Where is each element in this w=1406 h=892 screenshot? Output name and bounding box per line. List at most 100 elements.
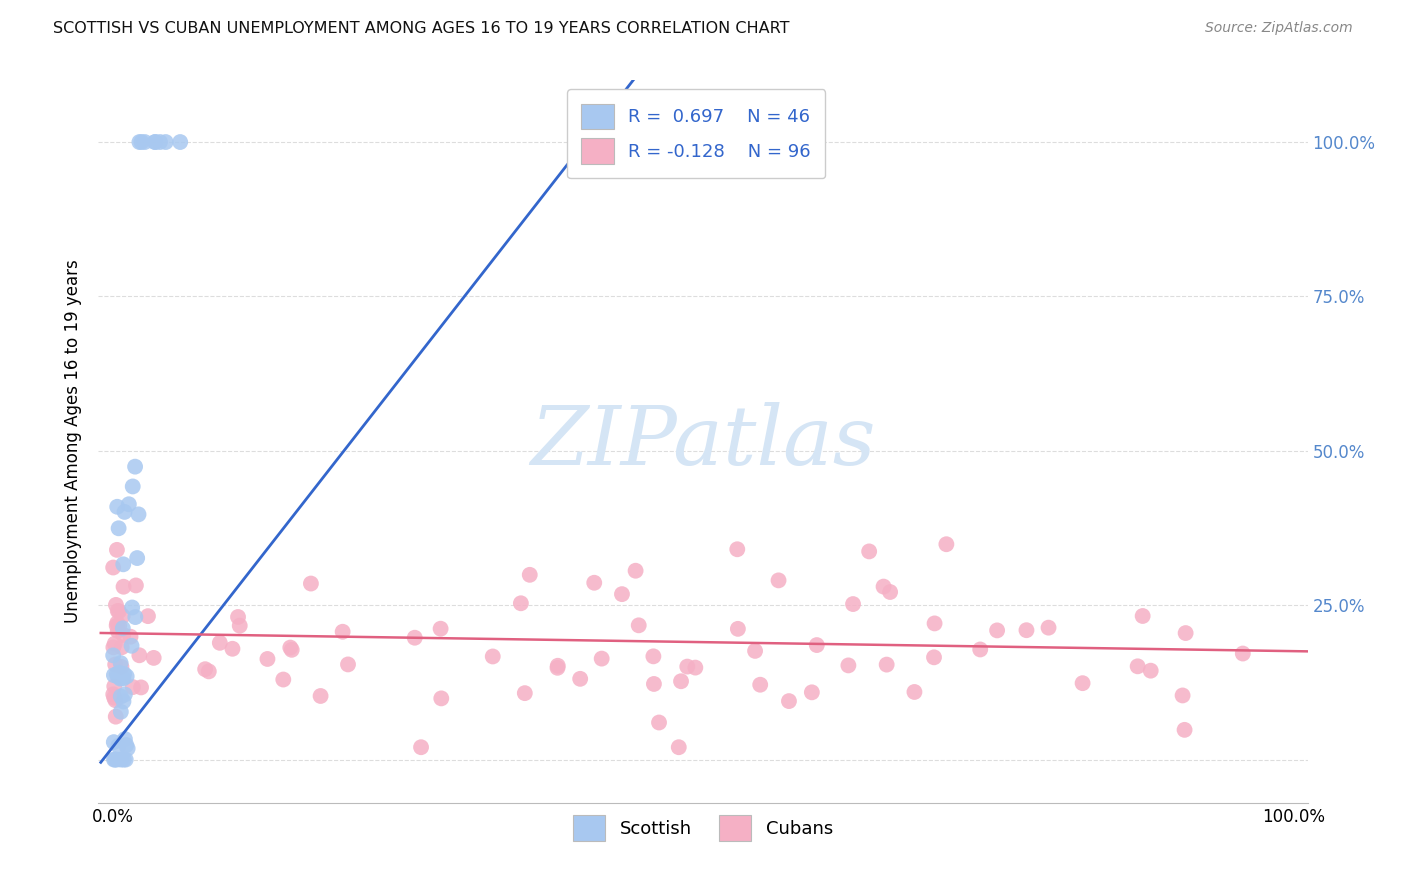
Point: [668, 740, 690, 755]
Point: [986, 624, 1008, 638]
Point: [110, 690, 132, 704]
Point: [108, 618, 131, 632]
Point: [114, 732, 136, 747]
Point: [105, 667, 128, 681]
Point: [519, 567, 541, 582]
Point: [142, 651, 165, 665]
Point: [685, 660, 707, 674]
Point: [1139, 664, 1161, 678]
Point: [155, 135, 177, 149]
Point: [806, 638, 828, 652]
Point: [778, 694, 800, 708]
Point: [114, 505, 136, 519]
Point: [278, 640, 301, 655]
Point: [872, 580, 894, 594]
Point: [648, 715, 671, 730]
Point: [547, 658, 569, 673]
Point: [105, 615, 128, 630]
Y-axis label: Unemployment Among Ages 16 to 19 years: Unemployment Among Ages 16 to 19 years: [65, 260, 83, 624]
Point: [429, 622, 451, 636]
Point: [124, 610, 146, 624]
Point: [104, 693, 127, 707]
Point: [134, 135, 156, 149]
Point: [299, 576, 322, 591]
Point: [221, 641, 243, 656]
Point: [104, 657, 127, 672]
Point: [112, 558, 135, 572]
Point: [111, 621, 134, 635]
Point: [876, 657, 898, 672]
Point: [837, 658, 859, 673]
Point: [121, 479, 143, 493]
Point: [104, 598, 127, 612]
Point: [101, 648, 124, 663]
Point: [226, 610, 249, 624]
Point: [107, 521, 129, 535]
Point: [118, 497, 141, 511]
Point: [749, 678, 772, 692]
Point: [1071, 676, 1094, 690]
Point: [800, 685, 823, 699]
Point: [1015, 624, 1038, 638]
Point: [509, 596, 531, 610]
Point: [101, 560, 124, 574]
Point: [114, 753, 136, 767]
Text: Source: ZipAtlas.com: Source: ZipAtlas.com: [1205, 21, 1353, 35]
Point: [114, 688, 136, 702]
Point: [105, 753, 128, 767]
Point: [903, 685, 925, 699]
Point: [610, 587, 633, 601]
Point: [103, 687, 125, 701]
Point: [112, 628, 135, 642]
Point: [879, 585, 901, 599]
Point: [103, 668, 125, 682]
Point: [969, 642, 991, 657]
Point: [107, 624, 129, 638]
Point: [117, 741, 139, 756]
Point: [128, 648, 150, 663]
Point: [103, 679, 125, 693]
Point: [280, 642, 302, 657]
Point: [404, 631, 426, 645]
Point: [110, 672, 132, 686]
Point: [104, 637, 127, 651]
Point: [924, 616, 946, 631]
Point: [332, 624, 354, 639]
Point: [111, 609, 134, 624]
Point: [271, 673, 294, 687]
Point: [1171, 689, 1194, 703]
Point: [103, 640, 125, 655]
Point: [569, 672, 592, 686]
Point: [198, 665, 221, 679]
Point: [121, 639, 143, 653]
Point: [129, 681, 152, 695]
Point: [107, 739, 129, 753]
Point: [143, 135, 166, 149]
Point: [115, 669, 138, 683]
Point: [128, 508, 150, 522]
Point: [1038, 621, 1060, 635]
Point: [107, 604, 129, 618]
Point: [744, 644, 766, 658]
Point: [309, 689, 332, 703]
Point: [768, 574, 790, 588]
Point: [143, 135, 166, 149]
Point: [409, 740, 432, 755]
Point: [108, 604, 131, 618]
Point: [110, 753, 132, 767]
Point: [108, 665, 131, 680]
Point: [110, 705, 132, 719]
Point: [481, 649, 503, 664]
Point: [105, 618, 128, 632]
Point: [1132, 609, 1154, 624]
Point: [149, 135, 172, 149]
Point: [104, 709, 127, 723]
Point: [1174, 626, 1197, 640]
Legend: Scottish, Cubans: Scottish, Cubans: [565, 808, 841, 848]
Point: [103, 690, 125, 705]
Point: [115, 738, 138, 752]
Point: [112, 667, 135, 681]
Point: [125, 578, 148, 592]
Point: [256, 652, 278, 666]
Point: [111, 640, 134, 655]
